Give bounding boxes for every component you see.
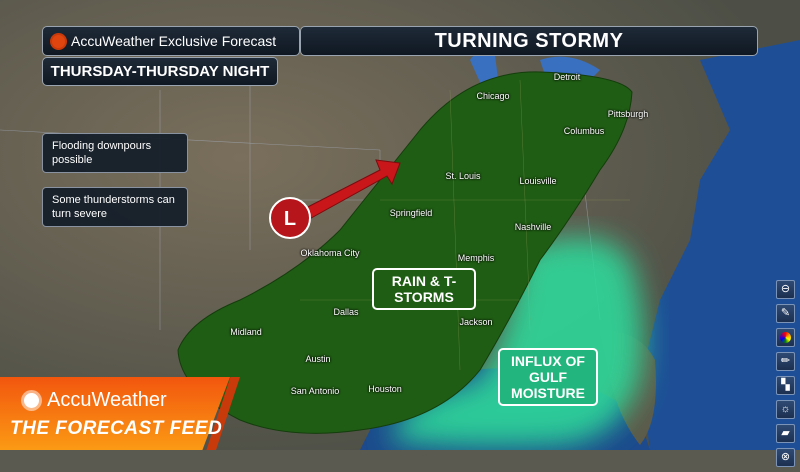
city-label: Jackson — [459, 317, 493, 327]
brand-panel: AccuWeather Exclusive Forecast — [42, 26, 300, 56]
color-wheel-icon[interactable] — [776, 328, 795, 347]
minus-circle-icon[interactable]: ⊖ — [776, 280, 795, 299]
city-label: Pittsburgh — [607, 109, 649, 119]
logo-brand: AccuWeather — [47, 389, 167, 411]
eraser-spray-icon[interactable]: ▚ — [776, 376, 795, 395]
rain-area-label: RAIN & T-STORMS — [372, 268, 476, 310]
timeframe-label: THURSDAY-THURSDAY NIGHT — [50, 63, 270, 80]
storm-track-arrow — [297, 159, 401, 223]
drawing-toolbar: ⊖ ✎ ✏ ▚ ☼ ▰ ⊗ — [776, 280, 796, 472]
moisture-area-label: INFLUX OF GULF MOISTURE — [498, 348, 598, 406]
brand-label: AccuWeather Exclusive Forecast — [71, 33, 277, 49]
city-label: Columbus — [563, 126, 605, 136]
title-panel: TURNING STORMY — [300, 26, 758, 56]
page-title: TURNING STORMY — [434, 29, 624, 52]
city-label: Louisville — [519, 176, 557, 186]
close-circle-icon[interactable]: ⊗ — [776, 448, 795, 467]
city-label: Chicago — [476, 91, 510, 101]
city-label: Memphis — [457, 253, 495, 263]
city-label: St. Louis — [445, 171, 481, 181]
city-label: Dallas — [333, 307, 359, 317]
city-label: Nashville — [514, 222, 552, 232]
city-label: San Antonio — [290, 386, 340, 396]
city-label: Austin — [305, 354, 331, 364]
city-label: Detroit — [553, 72, 581, 82]
logo-show-title: THE FORECAST FEED — [10, 418, 223, 439]
eraser-icon[interactable]: ▰ — [776, 424, 795, 443]
city-label: Midland — [230, 327, 262, 337]
low-label: L — [284, 208, 296, 230]
city-label: Houston — [368, 384, 402, 394]
city-label: Oklahoma City — [300, 248, 360, 258]
note-flooding: Flooding downpours possible — [42, 133, 188, 173]
pen-icon[interactable]: ✏ — [776, 352, 795, 371]
city-label: Springfield — [389, 208, 433, 218]
forecast-feed-logo: AccuWeather THE FORECAST FEED — [0, 377, 240, 450]
low-pressure-symbol: L — [269, 197, 311, 239]
sun-logo-icon — [24, 393, 39, 408]
rain-area — [177, 71, 633, 434]
brightness-icon[interactable]: ☼ — [776, 400, 795, 419]
timeframe-panel: THURSDAY-THURSDAY NIGHT — [42, 57, 278, 86]
note-severe: Some thunderstorms can turn severe — [42, 187, 188, 227]
great-lakes — [470, 51, 600, 100]
highlighter-icon[interactable]: ✎ — [776, 304, 795, 323]
atlantic-ocean — [640, 40, 800, 450]
sun-logo-icon — [52, 34, 65, 48]
